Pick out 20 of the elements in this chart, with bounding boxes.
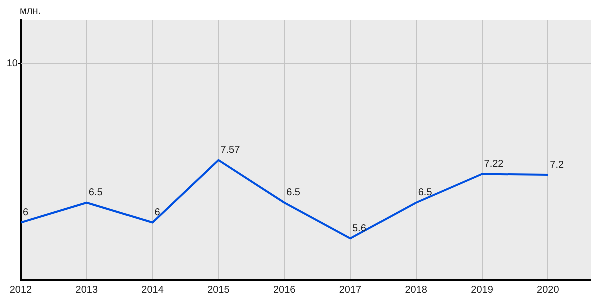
- x-tick-label: 2015: [208, 284, 230, 296]
- x-tick-label: 2012: [10, 284, 33, 296]
- data-label: 7.22: [484, 159, 504, 170]
- ref-line-label: 10: [6, 58, 18, 70]
- x-tick-label: 2018: [405, 284, 428, 296]
- data-label: 6: [23, 208, 29, 218]
- x-tick-label: 2016: [273, 284, 296, 296]
- data-label: 6: [154, 208, 161, 218]
- x-tick-label: 2013: [76, 284, 98, 296]
- data-label: 6.5: [286, 188, 301, 199]
- y-axis-title: млн.: [20, 6, 42, 17]
- data-label: 5.6: [352, 223, 367, 234]
- data-label: 7.57: [220, 145, 241, 156]
- data-label: 6.5: [418, 188, 433, 199]
- x-tick-label: 2014: [142, 284, 164, 296]
- data-label: 7.2: [550, 160, 565, 171]
- data-label: 6.5: [88, 188, 104, 199]
- x-tick-label: 2017: [339, 284, 362, 296]
- x-tick-label: 2019: [471, 284, 494, 296]
- x-tick-label: 2020: [537, 284, 560, 296]
